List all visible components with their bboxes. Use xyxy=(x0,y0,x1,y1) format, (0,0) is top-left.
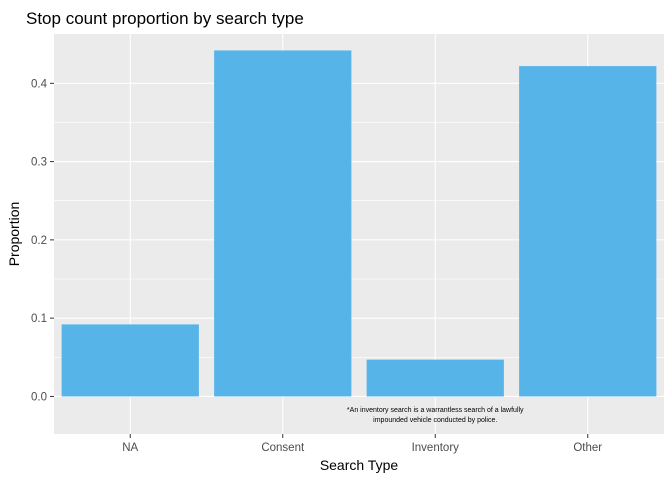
x-tick-label: Inventory xyxy=(412,442,460,454)
y-tick-label: 0.0 xyxy=(31,391,47,403)
x-tick-label: Other xyxy=(573,442,602,454)
x-tick-label: Consent xyxy=(261,442,305,454)
bar xyxy=(366,359,504,397)
y-tick-label: 0.4 xyxy=(31,78,48,90)
x-tick-label: NA xyxy=(122,442,138,454)
annotation-line-1: *An inventory search is a warrantless se… xyxy=(347,407,524,414)
y-axis-title: Proportion xyxy=(6,202,22,267)
y-tick-label: 0.1 xyxy=(31,313,47,325)
y-axis: 0.0 0.1 0.2 0.3 0.4 xyxy=(31,78,54,403)
x-axis-title: Search Type xyxy=(320,457,399,473)
annotation: *An inventory search is a warrantless se… xyxy=(347,407,524,424)
chart-title: Stop count proportion by search type xyxy=(26,9,304,28)
y-tick-label: 0.2 xyxy=(31,235,47,247)
bars xyxy=(61,50,657,397)
bar xyxy=(61,324,199,397)
bar xyxy=(214,50,352,397)
y-tick-label: 0.3 xyxy=(31,157,47,169)
annotation-line-2: impounded vehicle conducted by police. xyxy=(373,417,497,424)
bar xyxy=(519,66,657,397)
x-axis: NA Consent Inventory Other xyxy=(122,434,602,454)
